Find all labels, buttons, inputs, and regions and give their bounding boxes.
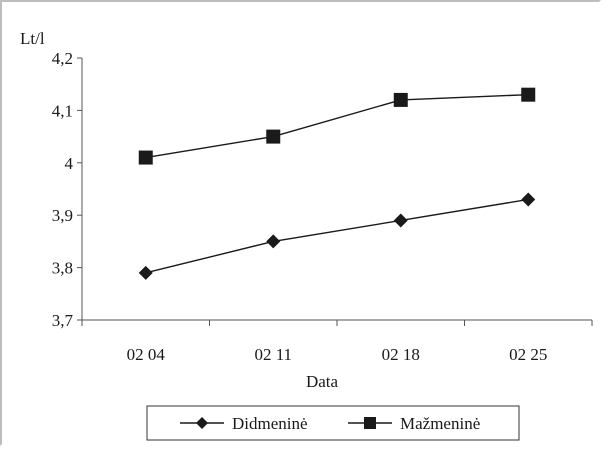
- y-tick-label: 4,1: [52, 101, 73, 120]
- y-tick-label: 3,7: [52, 311, 74, 330]
- axes: 3,7 3,8 3,9 4 4,1 4,2 02 04 02 11 02 18 02 25: [52, 49, 593, 364]
- series-line: [145, 93, 529, 159]
- legend-marker: [196, 417, 208, 429]
- y-tick-label: 4: [65, 154, 74, 173]
- data-point: [138, 265, 153, 280]
- y-tick-label: 3,9: [52, 206, 73, 225]
- legend-item-2: Mažmeninė: [348, 414, 480, 433]
- series-layer: [138, 87, 536, 280]
- series-2: [138, 87, 536, 165]
- legend-label: Mažmeninė: [400, 414, 480, 433]
- data-point: [138, 150, 153, 165]
- data-point: [393, 213, 408, 228]
- x-tick-label: 02 04: [127, 345, 166, 364]
- data-point: [521, 87, 536, 102]
- x-axis-label: Data: [306, 372, 339, 391]
- x-tick-label: 02 11: [254, 345, 292, 364]
- data-point: [393, 92, 408, 107]
- legend-marker: [364, 417, 376, 429]
- y-tick-label: 3,8: [52, 259, 73, 278]
- legend-item-1: Didmeninė: [180, 414, 308, 433]
- y-axis-label: Lt/l: [20, 29, 45, 48]
- x-tick-label: 02 25: [509, 345, 547, 364]
- x-tick-label: 02 18: [382, 345, 420, 364]
- y-tick-label: 4,2: [52, 49, 73, 68]
- data-point: [521, 192, 536, 207]
- data-point: [266, 129, 281, 144]
- legend-label: Didmeninė: [232, 414, 308, 433]
- series-line: [145, 198, 529, 274]
- data-point: [266, 234, 281, 249]
- series-1: [138, 192, 536, 280]
- legend: Didmeninė Mažmeninė: [146, 405, 520, 441]
